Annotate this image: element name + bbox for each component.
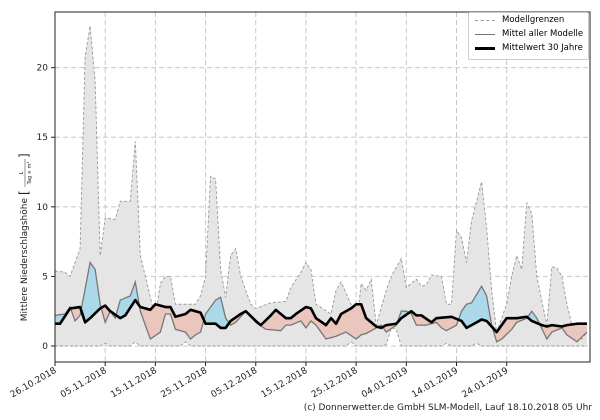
- x-tick-label: 26.10.2018: [9, 366, 59, 401]
- upper-bound-line: [54, 25, 588, 340]
- y-tick-label: 15: [37, 133, 48, 143]
- legend-item-range: Modellgrenzen: [469, 13, 588, 27]
- legend-label: Modellgrenzen: [502, 15, 565, 25]
- above-normal-fill: [203, 297, 230, 328]
- plot-frame: [54, 11, 591, 363]
- legend-swatch-dashed: [475, 19, 495, 21]
- y-tick-label: 5: [42, 272, 48, 282]
- y-tick-label: 0: [42, 342, 48, 352]
- y-axis-unit-numerator: L: [19, 171, 25, 175]
- copyright-footer: (c) Donnerwetter.de GmbH SLM-Modell, Lau…: [303, 403, 592, 413]
- below-normal-fill: [229, 304, 378, 340]
- series-lines: [54, 260, 588, 343]
- y-axis-unit-denominator: Tag × m²: [27, 162, 33, 186]
- y-axis-label-text: Mittlere Niederschlagshöhe: [20, 198, 30, 322]
- above-normal-fill: [527, 311, 540, 325]
- y-axis-unit-bracket-open: [: [17, 190, 31, 195]
- x-tick-label: 15.11.2018: [109, 366, 159, 401]
- legend-label: Mittelwert 30 Jahre: [502, 43, 583, 53]
- lower-bound-line: [55, 327, 587, 347]
- x-tick-label: 15.12.2018: [260, 366, 310, 401]
- above-normal-fill: [116, 281, 140, 319]
- y-axis-label: Mittlere Niederschlagshöhe [ L Tag × m² …: [17, 153, 33, 321]
- below-normal-fill: [492, 316, 528, 342]
- climate-mean-line: [55, 298, 587, 334]
- y-tick-label: 20: [37, 64, 49, 74]
- x-tick-label: 05.12.2018: [210, 366, 260, 401]
- y-axis-unit-bracket-close: ]: [17, 153, 31, 158]
- y-tick-label: 10: [37, 203, 49, 213]
- x-tick-label: 04.01.2019: [360, 366, 410, 401]
- legend-swatch-black: [475, 46, 495, 50]
- above-normal-fill: [458, 286, 493, 328]
- x-tick-label: 14.01.2019: [410, 366, 460, 401]
- legend-swatch-gray: [475, 33, 495, 35]
- x-tick-label: 25.11.2018: [159, 366, 209, 401]
- below-normal-fill: [70, 307, 82, 321]
- x-tick-label: 05.11.2018: [59, 366, 109, 401]
- legend: Modellgrenzen Mittel aller Modelle Mitte…: [468, 12, 589, 60]
- legend-label: Mittel aller Modelle: [502, 29, 584, 39]
- legend-item-clim-mean: Mittelwert 30 Jahre: [469, 41, 588, 55]
- below-normal-fill: [539, 323, 587, 342]
- legend-item-models-mean: Mittel aller Modelle: [469, 27, 588, 41]
- above-normal-fill: [55, 307, 71, 324]
- x-tick-label: 24.01.2019: [461, 366, 511, 401]
- x-tick-label: 25.12.2018: [310, 366, 360, 401]
